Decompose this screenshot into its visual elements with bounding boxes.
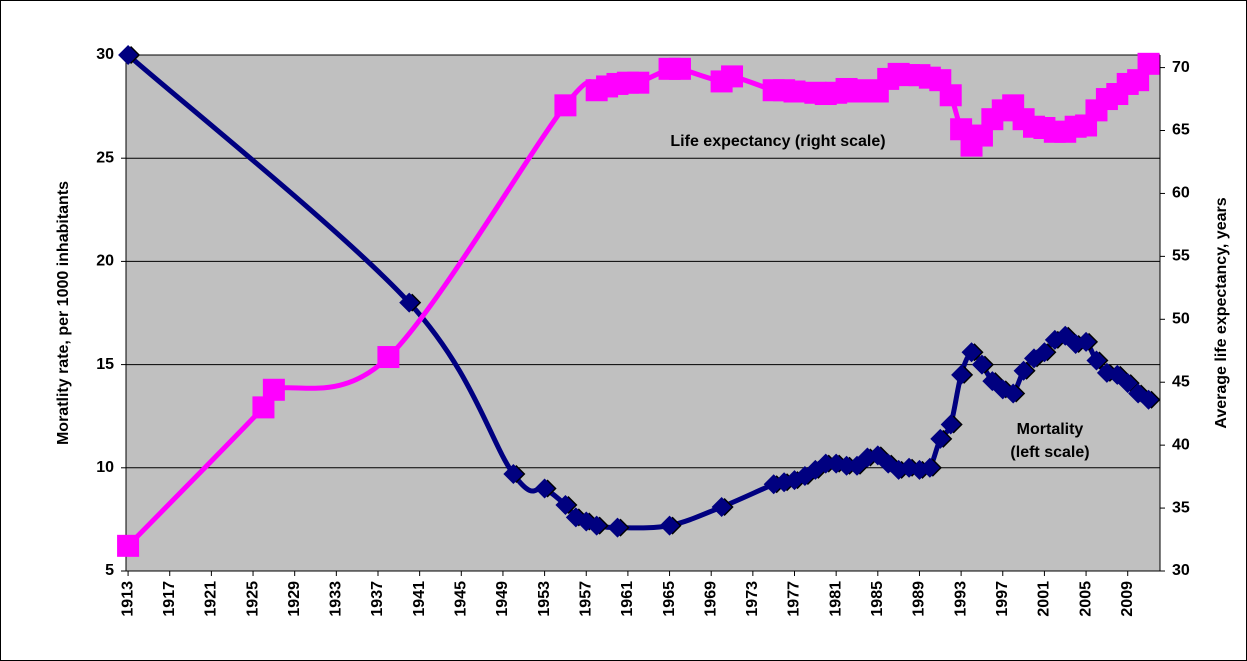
marker — [534, 478, 555, 499]
marker — [721, 65, 744, 88]
marker — [627, 71, 650, 94]
x-tick-label: 2001 — [1036, 581, 1053, 617]
marker — [377, 346, 400, 369]
y2-tick-label: 35 — [1172, 499, 1190, 516]
annotation: Life expectancy (right scale) — [670, 133, 885, 150]
x-tick-label: 1993 — [952, 581, 969, 617]
marker — [117, 534, 140, 557]
marker — [836, 455, 857, 476]
x-tick-label: 1969 — [702, 581, 719, 617]
marker — [262, 378, 285, 401]
marker — [1003, 383, 1024, 404]
x-tick-label: 1949 — [494, 581, 511, 617]
x-tick-label: 1953 — [536, 581, 553, 617]
x-tick-label: 1961 — [619, 581, 636, 617]
marker — [951, 364, 972, 385]
marker — [554, 94, 577, 117]
x-tick-label: 1937 — [369, 581, 386, 617]
x-tick-label: 1981 — [827, 581, 844, 617]
x-tick-label: 1989 — [911, 581, 928, 617]
y2-tick-label: 60 — [1172, 185, 1190, 202]
y-axis-label: Moratlity rate, per 1000 inhabitants — [55, 181, 72, 445]
marker — [961, 342, 982, 363]
marker — [971, 354, 992, 375]
marker — [252, 396, 275, 419]
marker — [711, 497, 732, 518]
x-tick-label: 1957 — [577, 581, 594, 617]
marker — [668, 57, 691, 80]
y2-tick-label: 70 — [1172, 59, 1190, 76]
y2-tick-label: 40 — [1172, 436, 1190, 453]
marker — [815, 453, 836, 474]
x-tick-label: 1997 — [994, 581, 1011, 617]
marker — [555, 494, 576, 515]
x-tick-label: 1913 — [119, 581, 136, 617]
annotation: Mortality — [1017, 421, 1084, 438]
x-tick-label: 1941 — [411, 581, 428, 617]
y2-tick-label: 45 — [1172, 373, 1190, 390]
y2-tick-label: 65 — [1172, 122, 1190, 139]
x-tick-label: 1965 — [661, 581, 678, 617]
x-tick-label: 2009 — [1119, 581, 1136, 617]
y-tick-label: 5 — [105, 562, 114, 579]
marker — [1034, 342, 1055, 363]
marker — [118, 45, 139, 65]
y-tick-label: 30 — [96, 46, 114, 63]
marker — [1117, 373, 1138, 394]
y-tick-label: 25 — [96, 149, 114, 166]
marker — [503, 463, 524, 484]
marker — [783, 80, 806, 103]
x-tick-label: 1925 — [244, 581, 261, 617]
marker — [399, 292, 420, 313]
x-tick-label: 1985 — [869, 581, 886, 617]
y2-tick-label: 30 — [1172, 562, 1190, 579]
y2-axis-label: Average life expectancy, years — [1213, 197, 1230, 428]
marker — [1137, 52, 1160, 75]
x-tick-label: 1917 — [161, 581, 178, 617]
x-tick-label: 1933 — [328, 581, 345, 617]
marker — [1013, 360, 1034, 381]
marker — [919, 457, 940, 478]
x-tick-label: 1977 — [786, 581, 803, 617]
marker — [940, 414, 961, 435]
marker — [1076, 331, 1097, 352]
marker — [1086, 350, 1107, 371]
y-tick-label: 15 — [96, 356, 114, 373]
marker — [1138, 389, 1159, 410]
plot-area — [126, 55, 1160, 571]
marker — [607, 517, 628, 538]
x-tick-label: 1973 — [744, 581, 761, 617]
y2-tick-label: 55 — [1172, 248, 1190, 265]
annotation: (left scale) — [1010, 444, 1089, 461]
marker — [586, 515, 607, 536]
x-tick-label: 1929 — [286, 581, 303, 617]
x-tick-label: 1921 — [203, 581, 220, 617]
marker — [939, 84, 962, 107]
marker — [659, 515, 680, 536]
x-tick-label: 1945 — [453, 581, 470, 617]
x-tick-label: 2005 — [1077, 581, 1094, 617]
y-tick-label: 20 — [96, 253, 114, 270]
y-tick-label: 10 — [96, 459, 114, 476]
marker — [930, 428, 951, 449]
y2-tick-label: 50 — [1172, 311, 1190, 328]
